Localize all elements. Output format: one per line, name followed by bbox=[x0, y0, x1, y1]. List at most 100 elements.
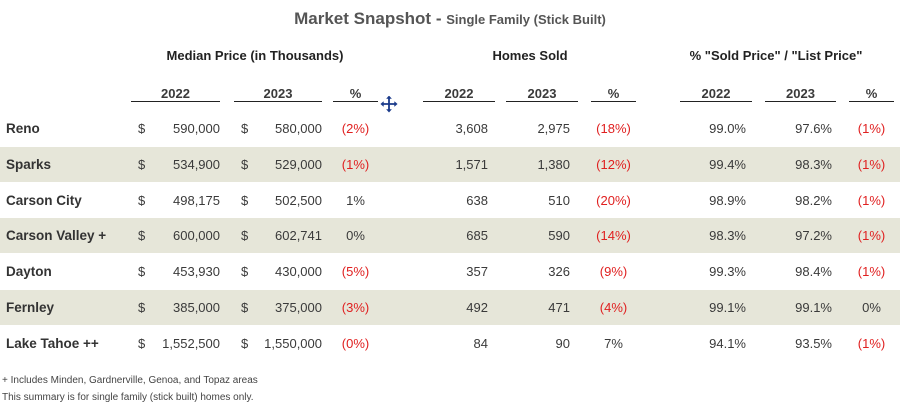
currency-symbol: $ bbox=[138, 121, 146, 136]
sold-2022: 685 bbox=[466, 228, 488, 244]
price-2022: 385,000 bbox=[173, 300, 220, 315]
page-title: Market Snapshot - Single Family (Stick B… bbox=[0, 9, 900, 29]
city-name: Carson City bbox=[6, 192, 82, 208]
price-2022: 534,900 bbox=[173, 156, 220, 172]
ratio-pct-change: (1%) bbox=[857, 192, 886, 208]
currency-symbol: $ bbox=[138, 228, 146, 244]
col-ratio-2023: 2023 bbox=[765, 86, 836, 102]
ratio-2023: 97.2% bbox=[795, 228, 832, 244]
price-2023: 1,550,000 bbox=[264, 335, 322, 351]
sold-pct-change: (18%) bbox=[596, 121, 631, 136]
city-name: Dayton bbox=[6, 264, 52, 280]
price-pct-change: 1% bbox=[346, 192, 365, 208]
ratio-2022: 99.1% bbox=[709, 300, 746, 315]
price-2023: 375,000 bbox=[275, 300, 322, 315]
price-2022: 498,175 bbox=[173, 192, 220, 208]
ratio-2022: 94.1% bbox=[709, 335, 746, 351]
col-price-2022: 2022 bbox=[131, 86, 220, 102]
col-ratio-pct: % bbox=[849, 86, 894, 102]
ratio-2022: 99.4% bbox=[709, 156, 746, 172]
currency-symbol: $ bbox=[138, 300, 146, 315]
currency-symbol: $ bbox=[138, 335, 146, 351]
ratio-pct-change: 0% bbox=[862, 300, 881, 315]
col-sold-2022: 2022 bbox=[423, 86, 495, 102]
ratio-pct-change: (1%) bbox=[857, 121, 886, 136]
ratio-pct-change: (1%) bbox=[857, 264, 886, 280]
price-pct-change: (3%) bbox=[341, 300, 370, 315]
city-name: Sparks bbox=[6, 156, 52, 172]
group-header-sold-list: % "Sold Price" / "List Price" bbox=[689, 48, 863, 63]
sold-2022: 84 bbox=[473, 335, 488, 351]
ratio-2023: 98.4% bbox=[795, 264, 832, 280]
title-subtitle: Single Family (Stick Built) bbox=[446, 12, 606, 27]
price-2023: 502,500 bbox=[275, 192, 322, 208]
currency-symbol: $ bbox=[138, 192, 146, 208]
sold-pct-change: (20%) bbox=[596, 192, 631, 208]
ratio-2022: 98.3% bbox=[709, 228, 746, 244]
table-row: Carson Valley + $600,000 $602,741 0% 685 590 (… bbox=[0, 218, 900, 254]
price-2023: 529,000 bbox=[275, 156, 322, 172]
price-pct-change: (2%) bbox=[341, 121, 370, 136]
footnote-carson-valley: + Includes Minden, Gardnerville, Genoa, … bbox=[2, 375, 258, 386]
sold-2022: 3,608 bbox=[455, 121, 488, 136]
sold-pct-change: (9%) bbox=[599, 264, 628, 280]
currency-symbol: $ bbox=[138, 156, 146, 172]
price-2022: 1,552,500 bbox=[162, 335, 220, 351]
sold-2023: 1,380 bbox=[537, 156, 570, 172]
currency-symbol: $ bbox=[138, 264, 146, 280]
ratio-2022: 98.9% bbox=[709, 192, 746, 208]
move-cursor-icon bbox=[380, 95, 398, 113]
price-2022: 590,000 bbox=[173, 121, 220, 136]
sold-2023: 90 bbox=[555, 335, 570, 351]
city-name: Carson Valley + bbox=[6, 228, 107, 244]
currency-symbol: $ bbox=[241, 156, 249, 172]
city-name: Reno bbox=[6, 121, 40, 136]
sold-2022: 638 bbox=[466, 192, 488, 208]
table-row: Dayton $453,930 $430,000 (5%) 357 326 (9%) 99.3… bbox=[0, 254, 900, 289]
price-pct-change: 0% bbox=[346, 228, 365, 244]
sold-2022: 1,571 bbox=[455, 156, 488, 172]
sold-pct-change: (14%) bbox=[596, 228, 631, 244]
footnote-summary: This summary is for single family (stick… bbox=[2, 392, 254, 403]
price-pct-change: (1%) bbox=[341, 156, 370, 172]
table-row: Carson City $498,175 $502,500 1% 638 510 (20%)… bbox=[0, 183, 900, 218]
currency-symbol: $ bbox=[241, 121, 249, 136]
ratio-2023: 98.3% bbox=[795, 156, 832, 172]
sold-2023: 510 bbox=[548, 192, 570, 208]
col-price-pct: % bbox=[333, 86, 378, 102]
col-sold-pct: % bbox=[591, 86, 636, 102]
currency-symbol: $ bbox=[241, 228, 249, 244]
col-sold-2023: 2023 bbox=[506, 86, 578, 102]
ratio-pct-change: (1%) bbox=[857, 228, 886, 244]
ratio-2022: 99.0% bbox=[709, 121, 746, 136]
table-row: Sparks $534,900 $529,000 (1%) 1,571 1,380 (12%… bbox=[0, 146, 900, 182]
sold-2022: 492 bbox=[466, 300, 488, 315]
currency-symbol: $ bbox=[241, 264, 249, 280]
ratio-2022: 99.3% bbox=[709, 264, 746, 280]
price-pct-change: (5%) bbox=[341, 264, 370, 280]
ratio-2023: 98.2% bbox=[795, 192, 832, 208]
group-header-homes-sold: Homes Sold bbox=[492, 48, 568, 63]
price-2023: 602,741 bbox=[275, 228, 322, 244]
col-ratio-2022: 2022 bbox=[680, 86, 752, 102]
table-row: Reno $590,000 $580,000 (2%) 3,608 2,975 (18%) 9… bbox=[0, 111, 900, 146]
price-2023: 430,000 bbox=[275, 264, 322, 280]
ratio-2023: 93.5% bbox=[795, 335, 832, 351]
sold-2023: 590 bbox=[548, 228, 570, 244]
col-price-2023: 2023 bbox=[234, 86, 322, 102]
sold-2022: 357 bbox=[466, 264, 488, 280]
sold-2023: 2,975 bbox=[537, 121, 570, 136]
sold-2023: 471 bbox=[548, 300, 570, 315]
sold-pct-change: 7% bbox=[604, 335, 623, 351]
sold-pct-change: (12%) bbox=[596, 156, 631, 172]
title-main: Market Snapshot bbox=[294, 9, 432, 28]
currency-symbol: $ bbox=[241, 192, 249, 208]
currency-symbol: $ bbox=[241, 335, 249, 351]
table-row: Fernley $385,000 $375,000 (3%) 492 471 (4%) 99.… bbox=[0, 290, 900, 325]
price-2022: 600,000 bbox=[173, 228, 220, 244]
city-name: Lake Tahoe ++ bbox=[6, 335, 99, 351]
price-2022: 453,930 bbox=[173, 264, 220, 280]
ratio-2023: 97.6% bbox=[795, 121, 832, 136]
price-pct-change: (0%) bbox=[341, 335, 370, 351]
city-name: Fernley bbox=[6, 300, 55, 315]
